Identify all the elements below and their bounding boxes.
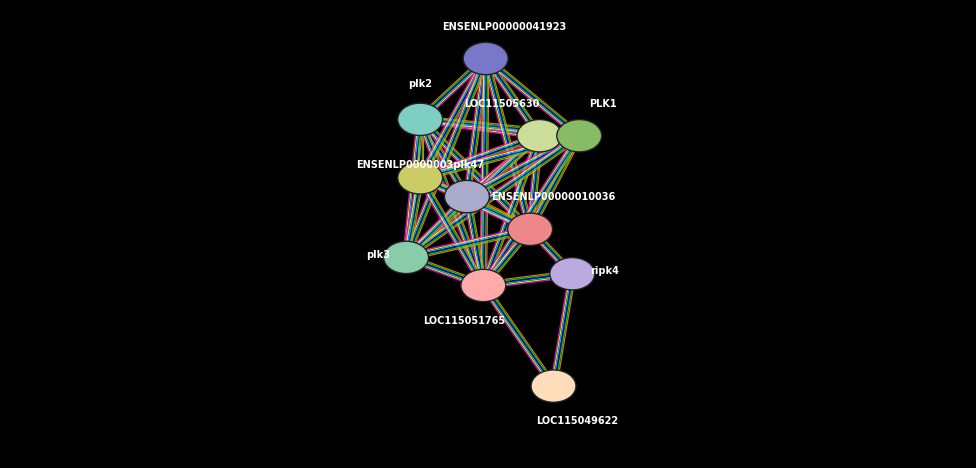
Ellipse shape — [549, 257, 594, 290]
Ellipse shape — [464, 42, 508, 75]
Text: ENSENLP00000041923: ENSENLP00000041923 — [442, 22, 566, 32]
Text: plk3: plk3 — [366, 250, 390, 260]
Text: plk2: plk2 — [408, 79, 432, 89]
Ellipse shape — [461, 269, 506, 302]
Ellipse shape — [508, 213, 552, 246]
Ellipse shape — [444, 180, 489, 213]
Ellipse shape — [517, 119, 562, 152]
Text: ripk4: ripk4 — [590, 266, 620, 277]
Ellipse shape — [531, 370, 576, 402]
Text: LOC115051765: LOC115051765 — [424, 315, 506, 326]
Ellipse shape — [384, 241, 428, 274]
Text: PLK1: PLK1 — [589, 99, 617, 109]
Text: LOC115049622: LOC115049622 — [536, 416, 618, 426]
Text: ENSENLP00000010036: ENSENLP00000010036 — [491, 192, 616, 203]
Text: LOC11505630: LOC11505630 — [465, 99, 540, 109]
Ellipse shape — [397, 103, 442, 136]
Ellipse shape — [397, 161, 442, 194]
Text: ENSENLP0000003plk47: ENSENLP0000003plk47 — [356, 160, 484, 170]
Ellipse shape — [556, 119, 602, 152]
